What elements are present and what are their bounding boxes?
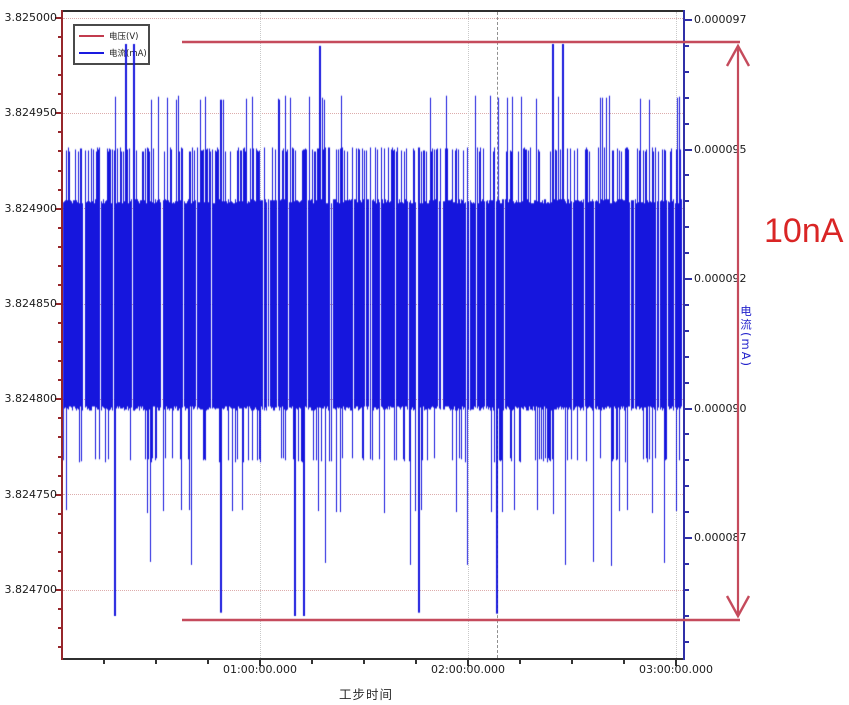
y-right-tick-label: 0.000092 (694, 272, 747, 285)
x-tick-label: 01:00:00.000 (223, 663, 297, 676)
y-left-minor-tick (58, 226, 62, 229)
y-right-major-tick (685, 537, 692, 539)
x-tick-label: 03:00:00.000 (639, 663, 713, 676)
y-left-minor-tick (58, 531, 62, 534)
y-right-tick-label: 0.000087 (694, 531, 747, 544)
y-left-minor-tick (58, 169, 62, 172)
y-left-axis-line (61, 10, 63, 660)
y-left-tick-label: 3.825000 (4, 11, 58, 24)
y-left-tick-label: 3.824950 (4, 106, 58, 120)
y-left-minor-tick (58, 436, 62, 439)
x-major-tick (259, 660, 261, 666)
y-right-tick-label: 0.000095 (694, 142, 747, 156)
x-minor-tick (415, 660, 417, 664)
y-right-minor-tick (685, 485, 689, 488)
y-right-minor-tick (685, 200, 689, 203)
y-right-major-tick (685, 148, 692, 151)
y-left-tick-label: 3.824900 (4, 201, 58, 215)
y-left-minor-tick (58, 550, 62, 553)
y-left-minor-tick (58, 512, 62, 515)
y-left-minor-tick (58, 131, 62, 134)
x-minor-tick (363, 660, 365, 664)
y-right-minor-tick (685, 226, 689, 229)
range-value-label: 10nA (764, 212, 844, 250)
y-left-minor-tick (58, 150, 62, 153)
y-left-minor-tick (58, 360, 62, 363)
y-left-minor-tick (58, 245, 62, 248)
y-right-major-tick (685, 19, 692, 21)
y-left-minor-tick (58, 264, 62, 267)
y-right-axis-line (683, 10, 685, 660)
y-right-minor-tick (685, 614, 689, 617)
y-left-tick-label: 3.824750 (4, 487, 58, 501)
y-right-minor-tick (685, 355, 689, 358)
x-minor-tick (155, 660, 157, 664)
y-left-minor-tick (58, 74, 62, 77)
y-left-tick-label: 3.824850 (4, 297, 58, 310)
y-left-minor-tick (58, 36, 62, 39)
y-left-minor-tick (58, 474, 62, 477)
y-right-minor-tick (685, 70, 689, 73)
y-right-minor-tick (685, 640, 689, 643)
y-right-minor-tick (685, 174, 689, 177)
y-right-minor-tick (685, 459, 689, 462)
y-left-minor-tick (58, 646, 62, 649)
y-right-major-tick (685, 407, 692, 410)
y-right-tick-label: 0.000097 (694, 13, 747, 26)
x-minor-tick (207, 660, 209, 664)
y-left-tick-label: 3.824700 (4, 583, 58, 596)
y-left-minor-tick (58, 627, 62, 630)
x-major-tick (675, 660, 677, 666)
x-minor-tick (311, 660, 313, 664)
y-left-major-tick (55, 207, 62, 210)
x-minor-tick (103, 660, 105, 664)
plot-frame-top (61, 10, 684, 12)
y-right-minor-tick (685, 303, 689, 306)
y-right-minor-tick (685, 588, 689, 591)
y-left-minor-tick (58, 341, 62, 344)
x-major-tick (467, 660, 469, 666)
x-minor-tick (519, 660, 521, 664)
x-axis-title: 工步时间 (338, 687, 393, 702)
arrow-down-icon (725, 595, 751, 619)
current-noise-trace (62, 11, 683, 659)
y-left-minor-tick (58, 188, 62, 191)
y-left-minor-tick (58, 55, 62, 58)
y-left-tick-label: 3.824800 (4, 392, 58, 406)
y-left-minor-tick (58, 417, 62, 420)
y-right-minor-tick (685, 44, 689, 47)
y-right-minor-tick (685, 122, 689, 125)
y-right-minor-tick (685, 433, 689, 436)
y-left-minor-tick (58, 93, 62, 96)
y-right-minor-tick (685, 252, 689, 255)
x-minor-tick (623, 660, 625, 664)
y-right-minor-tick (685, 329, 689, 332)
y-left-minor-tick (58, 283, 62, 286)
x-tick-label: 02:00:00.000 (431, 663, 505, 676)
y-left-minor-tick (58, 322, 62, 325)
y-right-minor-tick (685, 96, 689, 99)
y-right-minor-tick (685, 562, 689, 565)
y-left-minor-tick (58, 379, 62, 382)
y-left-minor-tick (58, 569, 62, 572)
x-axis-line (61, 658, 684, 660)
y-left-major-tick (55, 589, 62, 591)
y-left-minor-tick (58, 455, 62, 458)
y-left-minor-tick (58, 608, 62, 611)
y-left-major-tick (55, 303, 62, 305)
y-left-major-tick (55, 493, 62, 496)
y-right-minor-tick (685, 511, 689, 514)
y-right-major-tick (685, 278, 692, 280)
y-right-minor-tick (685, 381, 689, 384)
y-left-major-tick (55, 112, 62, 115)
arrow-up-icon (725, 43, 751, 67)
y-right-axis-title: 电流(mA) (739, 305, 753, 369)
y-left-major-tick (55, 398, 62, 401)
y-right-tick-label: 0.000090 (694, 401, 747, 415)
x-minor-tick (571, 660, 573, 664)
y-left-major-tick (55, 17, 62, 19)
